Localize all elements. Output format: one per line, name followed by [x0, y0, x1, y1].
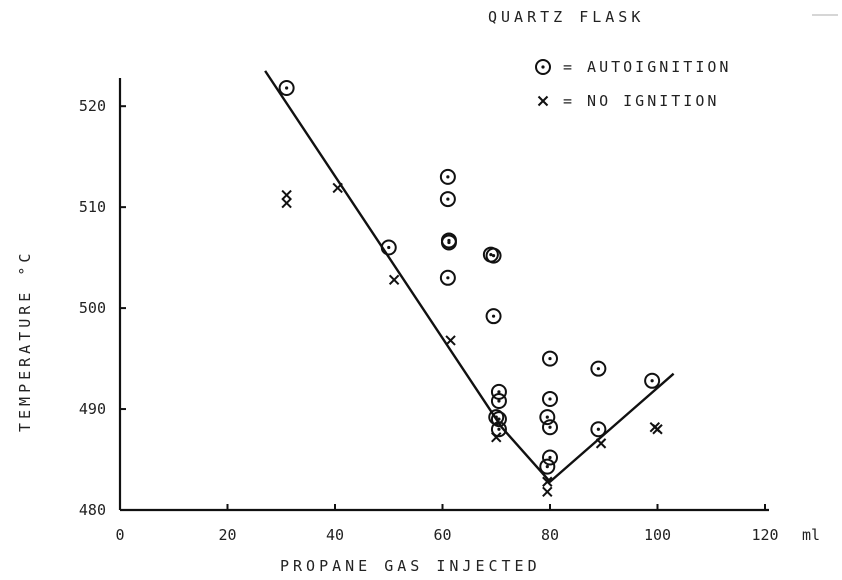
autoignition-points	[278, 80, 661, 475]
legend-symbol-no-ignition	[537, 95, 549, 107]
autoignition-point	[490, 421, 507, 438]
autoignition-point	[542, 419, 558, 436]
y-axis-ticks: 480 490 500 510 520	[79, 97, 126, 519]
autoignition-point	[539, 409, 556, 426]
x-unit-label: ml	[802, 526, 820, 544]
x-tick-label: 20	[218, 526, 236, 544]
axes	[118, 78, 769, 512]
x-tick-label: 120	[751, 526, 778, 544]
no-ignition-point	[595, 438, 607, 449]
x-tick-label: 0	[115, 526, 124, 544]
x-tick-label: 100	[644, 526, 671, 544]
autoignition-point	[439, 191, 456, 208]
autoignition-point	[542, 350, 558, 367]
no-ignition-point	[388, 274, 400, 286]
autoignition-point	[380, 239, 397, 256]
no-ignition-point	[281, 197, 292, 209]
legend-label: = AUTOIGNITION	[563, 58, 731, 76]
autoignition-point	[490, 411, 507, 428]
x-tick-label: 80	[541, 526, 559, 544]
autoignition-point	[440, 234, 457, 251]
chart-title: QUARTZ FLASK	[488, 8, 644, 26]
legend-symbol-autoignition	[535, 59, 551, 75]
no-ignition-points	[281, 182, 663, 498]
y-tick-label: 500	[79, 299, 106, 317]
legend: = AUTOIGNITION = NO IGNITION	[535, 58, 731, 110]
fit-line	[264, 70, 675, 483]
no-ignition-point	[491, 432, 502, 443]
autoignition-point	[590, 421, 607, 438]
no-ignition-point	[542, 476, 553, 487]
autoignition-point	[542, 449, 558, 466]
y-tick-label: 490	[79, 400, 106, 418]
x-tick-label: 60	[433, 526, 451, 544]
autoignition-point	[539, 458, 556, 475]
x-tick-label: 40	[326, 526, 344, 544]
x-axis-ticks: 0 20 40 60 80 100 120 ml	[115, 504, 820, 544]
autoignition-point	[542, 390, 558, 407]
autoignition-point	[278, 80, 295, 97]
legend-label: = NO IGNITION	[563, 92, 719, 110]
y-axis-title: TEMPERATURE °C	[16, 250, 34, 432]
autoignition-point	[485, 308, 502, 325]
autoignition-point	[488, 409, 505, 426]
autoignition-point	[590, 360, 607, 377]
autoignition-point	[485, 247, 502, 264]
y-tick-label: 520	[79, 97, 106, 115]
autoignition-point	[439, 269, 456, 286]
y-tick-label: 480	[79, 501, 106, 519]
y-tick-label: 510	[79, 198, 106, 216]
no-ignition-point	[445, 335, 456, 346]
autoignition-point	[439, 168, 456, 185]
chart-title-group: QUARTZ FLASK	[488, 8, 838, 26]
autoignition-point	[490, 383, 507, 400]
autoignition-point	[490, 392, 507, 409]
no-ignition-point	[332, 182, 343, 194]
no-ignition-point	[652, 424, 663, 435]
x-axis-title: PROPANE GAS INJECTED	[280, 557, 541, 575]
autoignition-point	[644, 372, 661, 389]
no-ignition-point	[281, 189, 292, 201]
no-ignition-point	[542, 486, 553, 498]
